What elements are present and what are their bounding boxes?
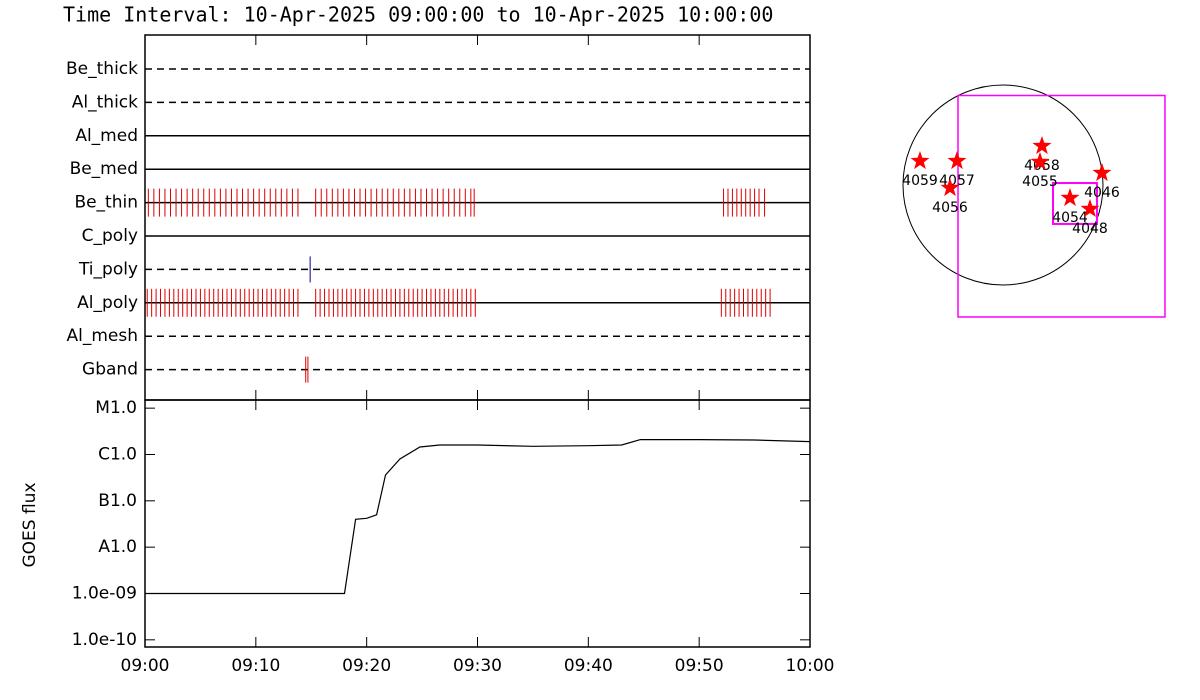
region-marker [1092,163,1112,182]
y-tick-label: C1.0 [98,444,137,464]
field-of-view [1052,182,1098,225]
region-marker [910,151,930,170]
y-axis-label: GOES flux [20,482,40,567]
row-label: Al_med [75,126,138,146]
region-label: 4046 [1084,185,1120,201]
region-marker [1080,199,1100,217]
y-tick-label: 1.0e-10 [72,630,137,650]
row-label: Be_thick [66,59,138,79]
y-tick-label: B1.0 [98,491,137,511]
y-tick-label: M1.0 [95,398,137,418]
region-marker [947,151,967,170]
row-label: Ti_poly [78,259,138,279]
region-label: 4059 [902,173,938,189]
chart-title: Time Interval: 10-Apr-2025 09:00:00 to 1… [63,3,773,27]
row-label: Al_poly [77,293,138,313]
y-tick-label: 1.0e-09 [72,583,137,603]
region-label: 4055 [1022,174,1058,190]
goes-line [145,439,811,595]
x-tick-label: 09:50 [675,656,724,676]
x-tick-label: 09:20 [342,656,391,676]
region-marker [940,178,960,197]
x-tick-label: 09:00 [121,656,170,676]
region-marker [1030,152,1050,171]
x-tick-label: 09:40 [564,656,613,676]
row-label: Al_mesh [66,326,138,346]
x-tick-label: 09:30 [453,656,502,676]
bottom-frame [144,399,811,648]
x-tick-label: 09:10 [231,656,280,676]
region-label: 4054 [1052,210,1088,226]
row-label: Gband [82,360,138,380]
field-of-view [957,94,1166,318]
row-label: Be_med [70,159,138,179]
row-label: Al_thick [72,92,138,112]
solar-disk [902,84,1104,286]
y-tick-label: A1.0 [98,537,137,557]
region-label: 4048 [1072,221,1108,237]
region-marker [1032,136,1052,155]
region-marker [1060,188,1080,207]
row-label: C_poly [82,226,138,246]
row-label: Be_thin [74,193,138,213]
region-label: 4056 [932,200,968,216]
x-tick-label: 10:00 [786,656,835,676]
top-frame [144,34,811,401]
